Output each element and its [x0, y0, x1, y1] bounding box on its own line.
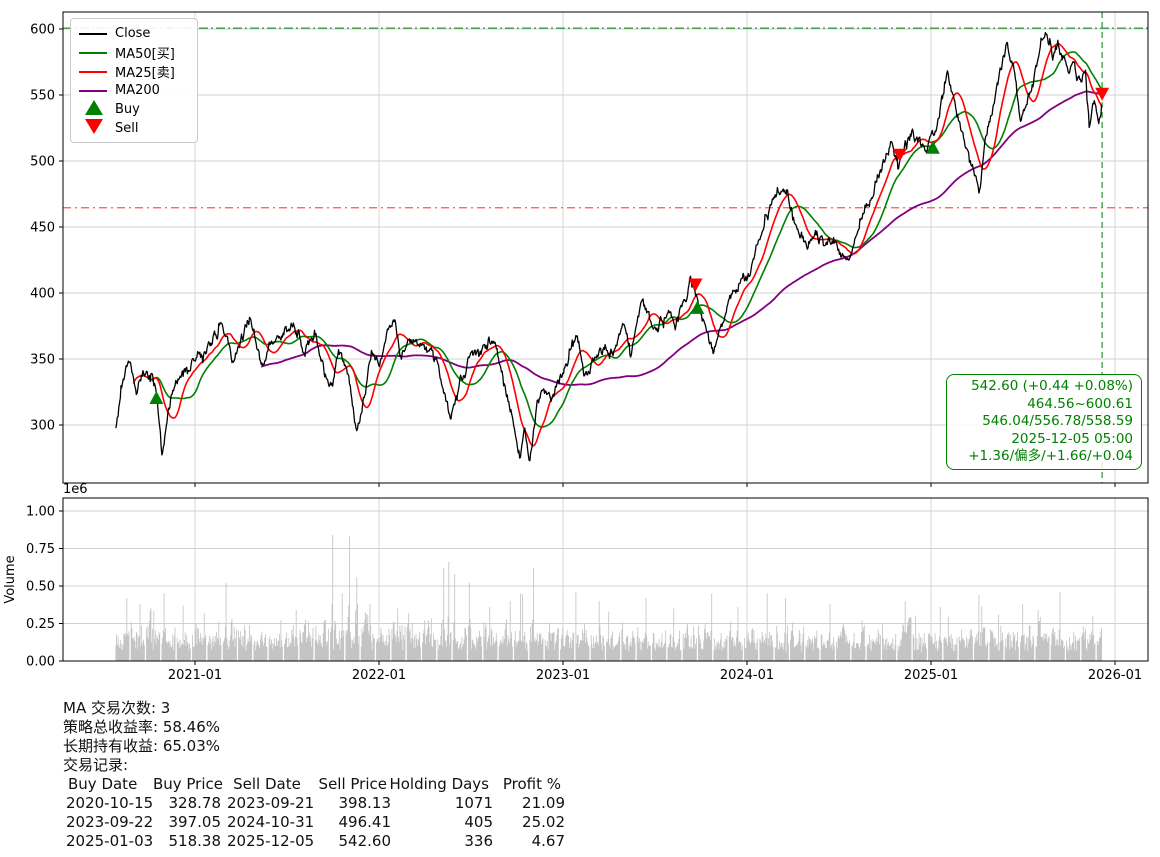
col-holding-days: Holding Days [389, 775, 489, 793]
cell-buy-date: 2025-01-03 [66, 832, 154, 850]
price-tick-label: 350 [30, 353, 55, 368]
ma200-line [260, 90, 1102, 386]
trade-markers [149, 87, 1110, 405]
legend-label-close: Close [115, 26, 151, 41]
chart-legend: Close MA50[买] MA25[卖] MA200 Buy Sell [70, 18, 198, 143]
volume-tick-label: 1.00 [26, 505, 55, 520]
price-tick-label: 600 [30, 23, 55, 38]
cell-buy-date: 2020-10-15 [66, 794, 154, 812]
date-tick-label: 2024-01 [720, 668, 774, 683]
legend-item-sell: Sell [79, 119, 189, 138]
volume-scale-label: 1e6 [63, 482, 88, 497]
ma50-line-swatch [79, 51, 107, 54]
info-timestamp: 2025-12-05 05:00 [1011, 430, 1133, 447]
stat-strategy-return: 策略总收益率: 58.46% [63, 718, 221, 736]
grid-lines [63, 12, 1148, 662]
table-row: 2020-10-15 328.78 2023-09-21 398.13 1071… [63, 794, 565, 813]
axes [59, 11, 1149, 665]
price-tick-label: 500 [30, 155, 55, 170]
cell-buy-price: 518.38 [168, 832, 222, 850]
trades-table-header: Buy Date Buy Price Sell Date Sell Price … [63, 775, 565, 794]
cell-profit: 21.09 [522, 794, 565, 812]
sell-marker [892, 148, 907, 162]
volume-tick-label: 0.25 [26, 617, 55, 632]
legend-item-close: Close [79, 24, 189, 43]
legend-label-buy: Buy [115, 102, 140, 117]
volume-axis-title: Volume [3, 555, 18, 603]
close-line-swatch [79, 32, 107, 35]
info-last-price: 542.60 (+0.44 +0.08%) [971, 378, 1133, 394]
volume-tick-label: 0.50 [26, 580, 55, 595]
info-signal: +1.36/偏多/+1.66/+0.04 [968, 448, 1133, 465]
legend-item-ma200: MA200 [79, 81, 189, 100]
cell-sell-date: 2023-09-21 [227, 794, 315, 812]
stat-trade-count: MA 交易次数: 3 [63, 699, 171, 717]
cell-days: 405 [464, 813, 493, 831]
sell-triangle-icon [84, 119, 103, 134]
volume-bars [115, 535, 1103, 661]
cell-days: 1071 [454, 794, 493, 812]
sell-marker [1095, 87, 1110, 101]
date-tick-label: 2022-01 [352, 668, 406, 683]
info-price-range: 464.56~600.61 [1027, 395, 1133, 412]
cell-profit: 4.67 [531, 832, 565, 850]
axis-labels: 600 550 500 450 400 350 300 2021-01 2022-01 2023-… [3, 23, 1142, 684]
price-tick-label: 400 [30, 287, 55, 302]
price-tick-label: 450 [30, 221, 55, 236]
legend-label-ma200: MA200 [115, 83, 160, 98]
cell-sell-price: 542.60 [338, 832, 392, 850]
quote-info-box: 542.60 (+0.44 +0.08%) 464.56~600.61 546.… [946, 374, 1142, 470]
legend-item-buy: Buy [79, 100, 189, 119]
price-volume-chart: 600 550 500 450 400 350 300 2021-01 2022-01 2023-… [3, 11, 1149, 684]
ma25-line-swatch [79, 70, 107, 73]
strategy-stats: MA 交易次数: 3 策略总收益率: 58.46% 长期持有收益: 65.03%… [63, 699, 565, 851]
ma50-line [151, 51, 1103, 428]
table-row: 2025-01-03 518.38 2025-12-05 542.60 336 … [63, 832, 565, 851]
cell-buy-date: 2023-09-22 [66, 813, 154, 831]
date-tick-label: 2021-01 [168, 668, 222, 683]
date-tick-label: 2026-01 [1088, 668, 1142, 683]
close-line [115, 31, 1103, 462]
cell-sell-price: 398.13 [338, 794, 392, 812]
ma200-line-group [260, 90, 1102, 386]
stat-trades-title: 交易记录: [63, 756, 129, 774]
ma50-line-group [151, 51, 1103, 428]
stat-hold-return: 长期持有收益: 65.03% [63, 737, 221, 755]
cell-sell-date: 2024-10-31 [227, 813, 315, 831]
date-tick-label: 2023-01 [536, 668, 590, 683]
legend-item-ma50: MA50[买] [79, 43, 189, 62]
volume-tick-label: 0.00 [26, 655, 55, 670]
col-profit: Profit % [502, 775, 561, 793]
col-sell-price: Sell Price [318, 775, 387, 793]
close-line-group [115, 31, 1103, 462]
legend-label-ma25: MA25[卖] [115, 66, 175, 81]
col-sell-date: Sell Date [233, 775, 301, 793]
date-tick-label: 2025-01 [904, 668, 958, 683]
legend-item-ma25: MA25[卖] [79, 62, 189, 81]
cell-buy-price: 328.78 [168, 794, 222, 812]
buy-marker [690, 300, 705, 314]
info-ma-values: 546.04/556.78/558.59 [982, 413, 1133, 430]
cell-buy-price: 397.05 [168, 813, 222, 831]
legend-label-sell: Sell [115, 121, 139, 136]
price-tick-label: 300 [30, 419, 55, 434]
col-buy-price: Buy Price [152, 775, 223, 793]
buy-triangle-icon [84, 100, 103, 115]
cell-sell-price: 496.41 [338, 813, 392, 831]
cell-profit: 25.02 [522, 813, 565, 831]
table-row: 2023-09-22 397.05 2024-10-31 496.41 405 … [63, 813, 565, 832]
cell-sell-date: 2025-12-05 [227, 832, 315, 850]
legend-label-ma50: MA50[买] [115, 47, 175, 62]
volume-tick-label: 0.75 [26, 542, 55, 557]
col-buy-date: Buy Date [68, 775, 138, 793]
price-tick-label: 550 [30, 89, 55, 104]
buy-marker [925, 140, 940, 154]
buy-marker [149, 391, 164, 405]
sell-marker [688, 278, 703, 292]
cell-days: 336 [464, 832, 493, 850]
ma200-line-swatch [79, 89, 107, 92]
